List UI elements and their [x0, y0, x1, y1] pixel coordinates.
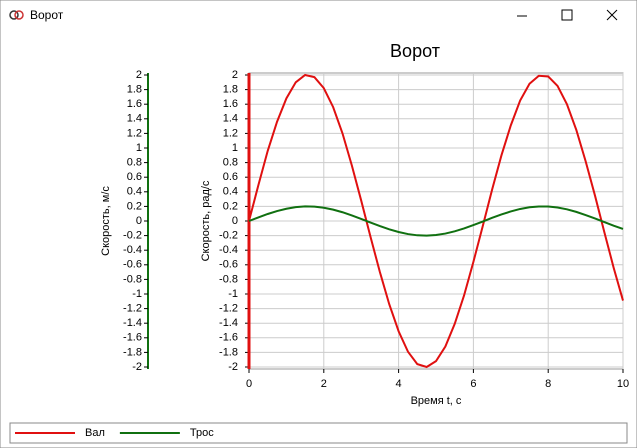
y2-tick-label: 1.2	[127, 127, 142, 139]
y-tick-label: -0.2	[219, 230, 238, 242]
y-tick-label: -0.6	[219, 259, 238, 271]
y-tick-label: 0.4	[223, 186, 238, 198]
y2-tick-label: 1.6	[127, 98, 142, 110]
y-tick-label: -1	[228, 288, 238, 300]
legend-label: Трос	[190, 427, 214, 439]
y-tick-label: 2	[232, 69, 238, 81]
y-tick-label: -0.4	[219, 244, 238, 256]
y2-tick-label: 0.6	[127, 171, 142, 183]
y-tick-label: -0.8	[219, 273, 238, 285]
y2-tick-label: -1	[132, 288, 142, 300]
x-tick-label: 8	[545, 378, 551, 390]
y2-tick-label: -0.4	[123, 244, 142, 256]
y-tick-label: 1.6	[223, 98, 238, 110]
series-line	[248, 205, 624, 237]
y2-tick-label: 2	[136, 69, 142, 81]
y-tick-label: 1	[232, 142, 238, 154]
maximize-button[interactable]	[561, 9, 573, 21]
y2-tick-label: -1.4	[123, 317, 142, 329]
x-axis-title: Время t, с	[411, 395, 462, 407]
y2-tick-label: -0.2	[123, 230, 142, 242]
y2-tick-label: -1.6	[123, 332, 142, 344]
y-tick-label: -1.2	[219, 303, 238, 315]
y-tick-label: 0.8	[223, 157, 238, 169]
series-line	[248, 73, 624, 369]
y2-tick-label: -1.8	[123, 346, 142, 358]
x-tick-label: 4	[396, 378, 402, 390]
x-tick-label: 0	[246, 378, 252, 390]
legend-label: Вал	[85, 427, 105, 439]
x-tick-label: 2	[321, 378, 327, 390]
y2-axis-title: Скорость, м/с	[100, 186, 112, 256]
y-tick-label: -1.6	[219, 332, 238, 344]
close-button[interactable]	[606, 9, 618, 21]
y-axis-title: Скорость, рад/с	[200, 180, 212, 261]
y-tick-label: 0.2	[223, 200, 238, 212]
y2-tick-label: 1.4	[127, 113, 142, 125]
y2-tick-label: 1	[136, 142, 142, 154]
y2-tick-label: 0	[136, 215, 142, 227]
chart-title: Ворот	[390, 41, 440, 61]
y2-tick-label: -1.2	[123, 303, 142, 315]
y-tick-label: 0.6	[223, 171, 238, 183]
window-title: Ворот	[30, 8, 64, 22]
y-tick-label: -2	[228, 361, 238, 373]
y-tick-label: -1.4	[219, 317, 238, 329]
x-tick-label: 10	[617, 378, 629, 390]
y-tick-label: -1.8	[219, 346, 238, 358]
y2-tick-label: -2	[132, 361, 142, 373]
y-tick-label: 1.4	[223, 113, 238, 125]
y-tick-label: 1.2	[223, 127, 238, 139]
y2-tick-label: -0.6	[123, 259, 142, 271]
legend-box	[9, 422, 628, 444]
y2-tick-label: 0.4	[127, 186, 142, 198]
y2-tick-label: -0.8	[123, 273, 142, 285]
y2-tick-label: 0.8	[127, 157, 142, 169]
x-tick-label: 6	[470, 378, 476, 390]
y-tick-label: 1.8	[223, 84, 238, 96]
y2-tick-label: 1.8	[127, 84, 142, 96]
y2-tick-label: 0.2	[127, 200, 142, 212]
app-icon	[9, 10, 24, 20]
y-tick-label: 0	[232, 215, 238, 227]
